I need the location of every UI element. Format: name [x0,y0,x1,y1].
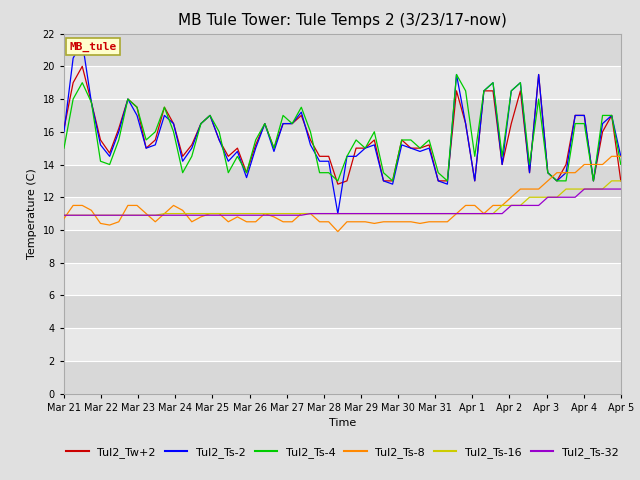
Y-axis label: Temperature (C): Temperature (C) [27,168,37,259]
Bar [64,66,621,99]
Bar [64,361,621,394]
Bar [64,165,621,197]
X-axis label: Time: Time [329,418,356,428]
Bar [64,99,621,132]
Title: MB Tule Tower: Tule Temps 2 (3/23/17-now): MB Tule Tower: Tule Temps 2 (3/23/17-now… [178,13,507,28]
Bar [64,132,621,165]
Legend: Tul2_Tw+2, Tul2_Ts-2, Tul2_Ts-4, Tul2_Ts-8, Tul2_Ts-16, Tul2_Ts-32: Tul2_Tw+2, Tul2_Ts-2, Tul2_Ts-4, Tul2_Ts… [62,443,623,462]
Bar [64,230,621,263]
Text: MB_tule: MB_tule [70,42,117,52]
Bar [64,34,621,66]
Bar [64,263,621,295]
Bar [64,328,621,361]
Bar [64,295,621,328]
Bar [64,197,621,230]
